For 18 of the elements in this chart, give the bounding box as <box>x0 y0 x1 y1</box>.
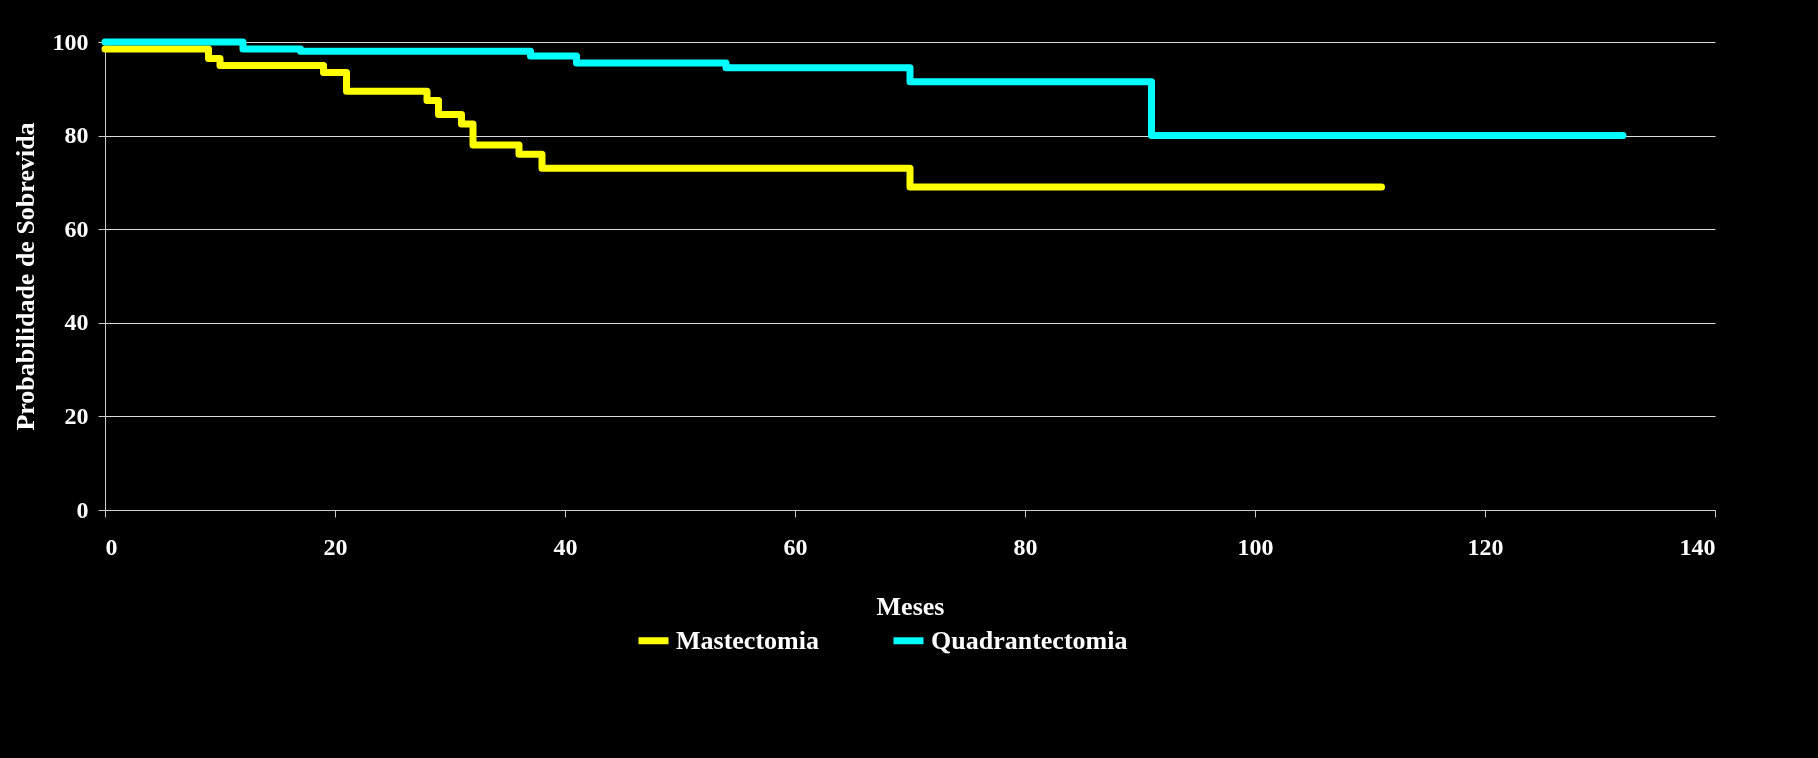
x-tick-label: 40 <box>553 533 578 560</box>
x-tick-label: 120 <box>1467 533 1504 560</box>
x-tick-label: 140 <box>1679 533 1716 560</box>
x-tick-label: 60 <box>783 533 808 560</box>
y-tick-label: 40 <box>64 309 89 336</box>
y-tick-label: 80 <box>64 122 89 149</box>
y-tick-label: 100 <box>52 28 89 55</box>
x-tick-label: 0 <box>105 533 118 560</box>
x-tick-label: 20 <box>323 533 348 560</box>
x-tick-label: 80 <box>1013 533 1038 560</box>
y-axis-title: Probabilidade de Sobrevida <box>10 122 40 431</box>
legend-label: Mastectomia <box>676 625 819 655</box>
y-tick-label: 60 <box>64 215 89 242</box>
x-tick-label: 100 <box>1237 533 1274 560</box>
x-axis-title: Meses <box>876 591 945 621</box>
legend-label: Quadrantectomia <box>931 625 1128 655</box>
y-tick-label: 20 <box>64 402 89 429</box>
y-tick-label: 0 <box>76 496 89 523</box>
